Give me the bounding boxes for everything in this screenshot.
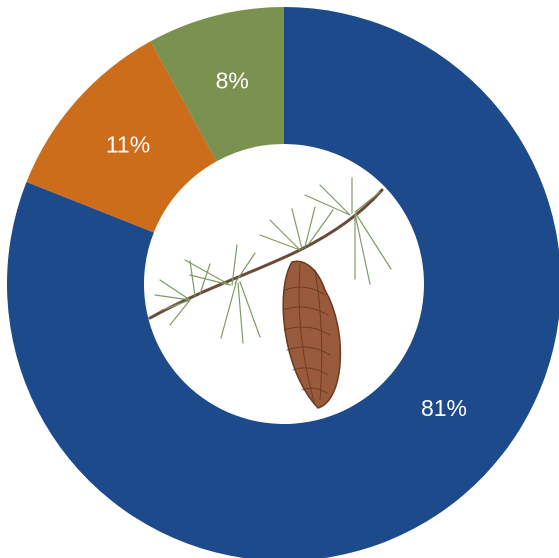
pine-illustration bbox=[148, 177, 392, 409]
data-label: 11% bbox=[106, 132, 150, 158]
donut-slice bbox=[26, 41, 217, 233]
data-label: 8% bbox=[216, 68, 249, 94]
donut-slice bbox=[7, 7, 559, 558]
data-label: 81% bbox=[421, 395, 467, 421]
donut-slice bbox=[150, 7, 284, 162]
donut bbox=[7, 7, 559, 558]
